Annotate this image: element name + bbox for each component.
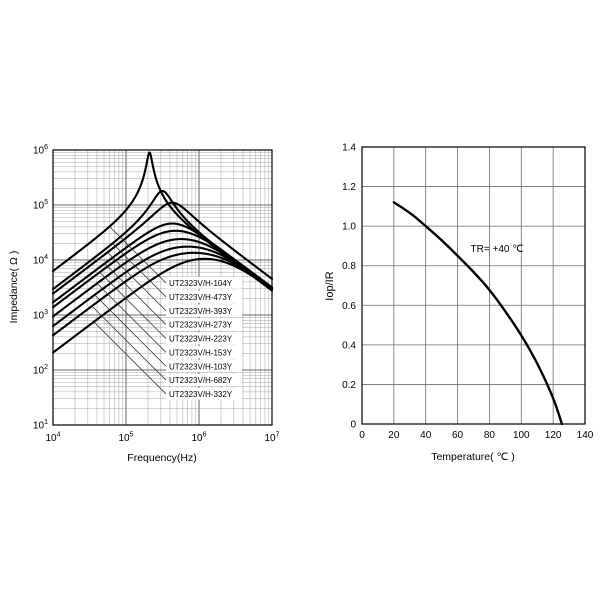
impedance-y-axis-title: Impedance( Ω ) bbox=[8, 251, 20, 324]
ratio-tick-0.6: 0.6 bbox=[342, 301, 356, 312]
impedance-legend: UT2323V/H-104Y UT2323V/H-473Y UT2323V/H-39… bbox=[166, 276, 242, 400]
y-tick-10^2: 102 bbox=[33, 364, 48, 377]
ratio-tick-0: 0 bbox=[350, 420, 356, 431]
impedance-curve-UT2323V/H-223Y bbox=[51, 229, 274, 309]
impedance-x-axis-title: Frequency(Hz) bbox=[127, 452, 196, 464]
legend-label-UT2323V/H-104Y: UT2323V/H-104Y bbox=[169, 279, 233, 288]
legend-label-UT2323V/H-682Y: UT2323V/H-682Y bbox=[169, 376, 233, 385]
temp-tick-140: 140 bbox=[577, 430, 594, 441]
impedance-curve-UT2323V/H-332Y bbox=[51, 257, 274, 354]
impedance-plot-frame bbox=[52, 149, 273, 426]
legend-item-bg bbox=[166, 373, 242, 386]
legend-label-UT2323V/H-332Y: UT2323V/H-332Y bbox=[169, 390, 233, 399]
impedance-curve-UT2323V/H-682Y bbox=[51, 251, 274, 337]
temp-tick-20: 20 bbox=[388, 430, 400, 441]
impedance-curve-UT2323V/H-393Y bbox=[51, 201, 274, 295]
temp-tick-80: 80 bbox=[484, 430, 496, 441]
derating-condition-annotation: TR= +40 ℃ bbox=[471, 244, 524, 255]
legend-item-bg bbox=[166, 290, 242, 303]
ratio-tick-0.2: 0.2 bbox=[342, 380, 356, 391]
temp-tick-60: 60 bbox=[452, 430, 464, 441]
derating-chart-grid bbox=[362, 147, 585, 424]
legend-label-UT2323V/H-473Y: UT2323V/H-473Y bbox=[169, 293, 233, 302]
temp-tick-120: 120 bbox=[545, 430, 562, 441]
derating-axis-tick-labels: 0 20 40 60 80 100 120 140 0 0.2 0.4 0.6 0.8 1.0 1.2 1.4 bbox=[342, 143, 594, 442]
ratio-tick-0.8: 0.8 bbox=[342, 261, 356, 272]
y-tick-10^6: 106 bbox=[33, 144, 48, 157]
impedance-axis-tick-labels: 104 105 106 107 101 102 103 104 105 106 bbox=[33, 144, 280, 444]
derating-curve bbox=[392, 201, 564, 426]
legend-label-UT2323V/H-393Y: UT2323V/H-393Y bbox=[169, 307, 233, 316]
y-tick-10^1: 101 bbox=[33, 419, 48, 432]
derating-y-axis-title: Iop/IR bbox=[324, 271, 336, 300]
y-tick-10^4: 104 bbox=[33, 254, 48, 267]
legend-item-bg bbox=[166, 276, 242, 289]
temp-tick-0: 0 bbox=[359, 430, 365, 441]
y-tick-10^3: 103 bbox=[33, 309, 48, 322]
legend-item-bg bbox=[166, 304, 242, 317]
ratio-tick-1.0: 1.0 bbox=[342, 222, 356, 233]
x-tick-10^7: 107 bbox=[264, 432, 279, 445]
legend-item-bg bbox=[166, 332, 242, 345]
legend-label-UT2323V/H-103Y: UT2323V/H-103Y bbox=[169, 362, 233, 371]
iop-ir-derating-curve bbox=[392, 201, 564, 426]
legend-label-UT2323V/H-223Y: UT2323V/H-223Y bbox=[169, 335, 233, 344]
temp-tick-40: 40 bbox=[420, 430, 432, 441]
legend-item-bg bbox=[166, 360, 242, 373]
x-tick-10^5: 105 bbox=[118, 432, 133, 445]
legend-item-bg bbox=[166, 387, 242, 400]
impedance-curve-UT2323V/H-103Y bbox=[51, 245, 274, 328]
y-tick-10^5: 105 bbox=[33, 199, 48, 212]
x-tick-10^6: 106 bbox=[191, 432, 206, 445]
legend-item-bg bbox=[166, 318, 242, 331]
legend-label-UT2323V/H-273Y: UT2323V/H-273Y bbox=[169, 321, 233, 330]
derating-x-axis-title: Temperature( ℃ ) bbox=[431, 451, 515, 463]
ratio-tick-1.4: 1.4 bbox=[342, 143, 356, 154]
ratio-tick-1.2: 1.2 bbox=[342, 182, 356, 193]
ratio-tick-0.4: 0.4 bbox=[342, 340, 356, 351]
legend-label-UT2323V/H-153Y: UT2323V/H-153Y bbox=[169, 348, 233, 357]
impedance-curves bbox=[51, 151, 274, 354]
derating-plot-frame bbox=[361, 146, 586, 425]
impedance-legend-leader-lines bbox=[91, 226, 167, 395]
x-tick-10^4: 104 bbox=[45, 432, 60, 445]
legend-item-bg bbox=[166, 346, 242, 359]
temp-tick-100: 100 bbox=[513, 430, 530, 441]
